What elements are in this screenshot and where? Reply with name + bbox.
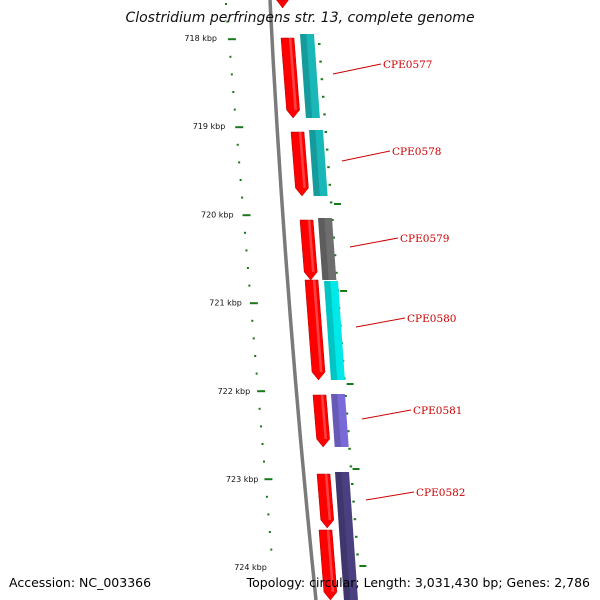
cog-bar-shade bbox=[335, 472, 351, 600]
tick-label: 723 kbp bbox=[226, 475, 259, 484]
cog-bar-shade bbox=[300, 34, 313, 118]
gene-label-cpe0577: CPE0577 bbox=[383, 59, 433, 71]
accession-label: Accession: NC_003366 bbox=[9, 575, 152, 590]
cds-arrow-shade bbox=[320, 395, 328, 439]
gene-label-cpe0578: CPE0578 bbox=[392, 146, 442, 158]
genome-backbone bbox=[268, 0, 318, 600]
tick-label: 724 kbp bbox=[234, 563, 267, 572]
gene-label-leader bbox=[361, 409, 412, 420]
cog-bar-cpe0578 bbox=[309, 130, 328, 196]
cds-arrow-shade bbox=[307, 220, 315, 272]
cds-arrow bbox=[280, 37, 300, 119]
cds-arrow-shade bbox=[298, 132, 306, 188]
cds-arrow bbox=[299, 219, 318, 281]
cds-arrow bbox=[304, 279, 326, 381]
tick-label: 720 kbp bbox=[201, 210, 234, 219]
gene-label-leader bbox=[365, 491, 415, 501]
cds-arrow-shade bbox=[288, 38, 297, 110]
gene-label-leader bbox=[355, 317, 406, 328]
cog-bar-cpe0581 bbox=[331, 394, 349, 447]
gene-label-cpe0582: CPE0582 bbox=[416, 487, 466, 499]
cog-bar-shade bbox=[309, 130, 320, 196]
gene-label-leader bbox=[349, 237, 399, 248]
genome-summary: Topology: circular; Length: 3,031,430 bp… bbox=[246, 575, 590, 590]
cds-arrow bbox=[312, 394, 330, 448]
cds-arrow-shade bbox=[312, 280, 323, 372]
cog-bar-shade bbox=[318, 218, 329, 280]
tick-label: 721 kbp bbox=[209, 299, 242, 308]
cog-bar-cpe0579 bbox=[318, 218, 337, 280]
cog-bar-shade bbox=[331, 394, 342, 447]
cds-arrow bbox=[316, 473, 335, 529]
cog-bar-shade bbox=[324, 281, 338, 380]
tick-label: 718 kbp bbox=[184, 34, 217, 43]
cds-arrow bbox=[290, 131, 309, 197]
cds-arrow-shade bbox=[326, 530, 335, 592]
gene-label-cpe0580: CPE0580 bbox=[407, 313, 457, 325]
gene-label-leader bbox=[332, 63, 382, 75]
cds-arrow-top bbox=[276, 0, 289, 9]
cds-arrow-shade bbox=[324, 474, 332, 520]
cog-bar-cpe0582 bbox=[335, 472, 358, 600]
cog-bar-cpe0577 bbox=[300, 34, 320, 118]
cds-arrow bbox=[318, 529, 338, 600]
gene-label-cpe0579: CPE0579 bbox=[400, 233, 450, 245]
cog-bar-cpe0580 bbox=[324, 281, 345, 380]
gene-label-cpe0581: CPE0581 bbox=[413, 405, 463, 417]
tick-label: 722 kbp bbox=[218, 387, 251, 396]
gene-label-leader bbox=[341, 150, 391, 162]
tick-label: 719 kbp bbox=[193, 122, 226, 131]
genome-title: Clostridium perfringens str. 13, complet… bbox=[125, 10, 475, 26]
